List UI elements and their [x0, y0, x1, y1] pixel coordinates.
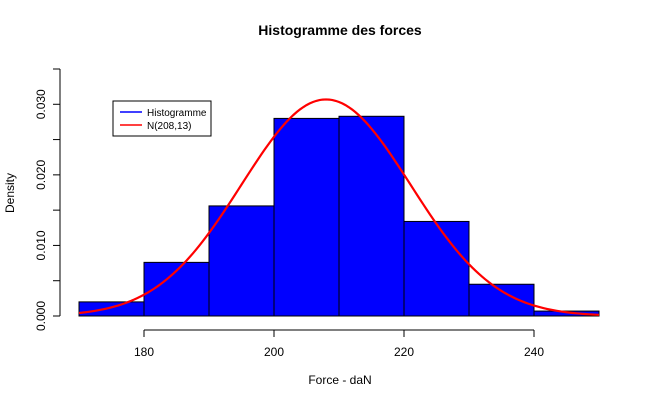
histogram-bars: [78, 115, 600, 317]
y-tick-label-3: 0.030: [34, 89, 48, 119]
y-axis-label: Density: [3, 173, 17, 213]
histogram-bar-3: [273, 117, 340, 317]
x-tick-label-3: 240: [524, 345, 544, 359]
x-tick-label-0: 180: [134, 345, 154, 359]
histogram-bar-7: [533, 310, 600, 317]
chart-title: Histogramme des forces: [258, 22, 422, 38]
histogram-bar-2: [208, 205, 275, 317]
x-axis-label: Force - daN: [308, 373, 371, 387]
histogram-bar-4: [338, 115, 405, 317]
normal-curve: [78, 98, 600, 316]
legend-label-0: Histogramme: [147, 108, 207, 119]
y-tick-label-2: 0.020: [34, 160, 48, 190]
y-axis: 0.000 0.010 0.020 0.030: [34, 68, 61, 331]
legend-box: [112, 100, 212, 137]
y-tick-label-1: 0.010: [34, 230, 48, 260]
histogram-bar-5: [403, 220, 470, 317]
x-tick-label-2: 220: [394, 345, 414, 359]
legend-label-1: N(208,13): [147, 121, 191, 132]
x-axis: 180 200 220 240: [134, 329, 544, 359]
histogram-bar-6: [468, 283, 535, 317]
histogram-bar-0: [78, 301, 145, 317]
y-tick-label-0: 0.000: [34, 301, 48, 331]
legend: Histogramme N(208,13): [112, 100, 212, 137]
x-tick-label-1: 200: [264, 345, 284, 359]
